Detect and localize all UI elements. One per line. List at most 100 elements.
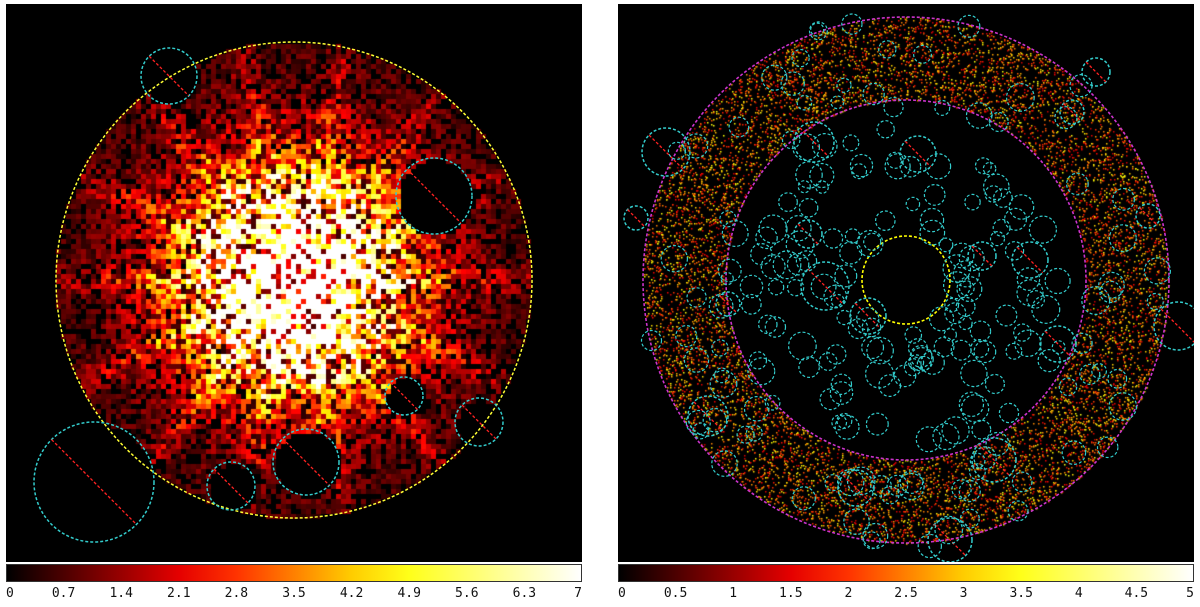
right-excluded-source-87 <box>685 409 711 436</box>
right-excluded-source-119 <box>675 325 698 348</box>
right-excluded-source-67 <box>778 192 798 213</box>
right-excluded-source-85 <box>970 339 990 359</box>
right-excluded-source-64 <box>1071 332 1093 354</box>
right-panel-tick-8: 4 <box>1074 586 1083 601</box>
left-panel-tick-7: 4.9 <box>397 586 421 601</box>
right-excluded-source-111 <box>796 94 813 111</box>
right-excluded-source-122 <box>938 237 954 253</box>
right-excluded-source-136 <box>959 508 980 529</box>
right-excluded-source-177 <box>808 21 828 41</box>
right-excluded-source-174 <box>958 479 981 503</box>
left-excluded-source-1 <box>395 157 473 235</box>
left-panel-tick-6: 4.2 <box>339 586 364 601</box>
right-excluded-source-large-16 <box>715 291 741 317</box>
right-excluded-source-154 <box>745 424 763 442</box>
right-excluded-source-102 <box>711 339 729 357</box>
right-excluded-source-54 <box>1096 436 1119 459</box>
right-excluded-source-82 <box>985 431 1010 456</box>
right-image <box>618 4 1194 562</box>
left-image <box>6 4 582 562</box>
right-excluded-source-133 <box>943 271 972 300</box>
right-excluded-source-192 <box>899 470 924 494</box>
left-excluded-source-4 <box>272 428 340 496</box>
right-excluded-source-118 <box>767 279 785 296</box>
right-excluded-source-large-4 <box>1059 99 1085 125</box>
right-excluded-source-20 <box>916 355 932 371</box>
right-exclusion-slash-14 <box>1139 207 1157 225</box>
right-panel-tick-5: 2.5 <box>894 586 918 601</box>
right-excluded-source-44 <box>958 245 985 272</box>
right-panel-tick-3: 1.5 <box>779 586 803 601</box>
right-excluded-source-large-7 <box>849 297 887 335</box>
right-excluded-source-70 <box>830 293 845 308</box>
right-excluded-source-51 <box>952 260 980 288</box>
right-excluded-source-33 <box>1006 82 1035 112</box>
right-exclusion-slash-7 <box>854 302 882 330</box>
right-excluded-source-180 <box>955 296 976 317</box>
right-excluded-source-116 <box>792 133 821 162</box>
right-panel-tick-7: 3.5 <box>1009 586 1033 601</box>
right-excluded-source-131 <box>713 367 730 384</box>
left-panel-tick-8: 5.6 <box>455 586 479 601</box>
right-excluded-source-15 <box>1014 329 1042 357</box>
left-exclusion-slash-5 <box>213 468 249 504</box>
right-excluded-source-203 <box>764 394 781 411</box>
right-excluded-source-171 <box>971 419 992 440</box>
left-panel-tick-3: 2.1 <box>167 586 191 601</box>
right-excluded-source-large-14 <box>1135 203 1161 229</box>
right-excluded-source-152 <box>974 157 992 175</box>
right-excluded-source-9 <box>719 210 737 228</box>
right-colorbar <box>618 564 1194 582</box>
right-excluded-source-176 <box>844 228 861 244</box>
right-excluded-source-124 <box>755 226 778 250</box>
left-excluded-source-6 <box>33 421 155 543</box>
right-excluded-source-172 <box>711 450 738 477</box>
right-excluded-source-4 <box>861 336 885 360</box>
right-excluded-source-186 <box>941 416 970 445</box>
right-excluded-source-143 <box>1031 294 1061 324</box>
right-excluded-source-117 <box>984 185 1003 203</box>
left-exclusion-slash-6 <box>51 439 137 525</box>
right-excluded-source-60 <box>874 210 896 231</box>
right-excluded-source-10 <box>760 254 786 280</box>
right-excluded-source-12 <box>747 357 776 386</box>
right-excluded-source-147 <box>683 133 709 159</box>
right-excluded-source-91 <box>925 153 952 180</box>
right-excluded-source-163 <box>812 133 838 159</box>
right-exclusion-slash-15 <box>627 209 645 227</box>
right-excluded-source-138 <box>780 71 805 96</box>
right-excluded-source-large-6 <box>800 261 850 311</box>
right-excluded-source-106 <box>831 414 848 431</box>
right-exclusion-slash-6 <box>807 268 843 304</box>
right-excluded-source-103 <box>1005 342 1023 360</box>
right-exclusion-slash-2 <box>904 140 932 168</box>
right-excluded-source-16 <box>934 99 951 116</box>
right-excluded-source-104 <box>824 474 842 492</box>
right-excluded-source-94 <box>1107 368 1128 389</box>
right-panel-tick-6: 3 <box>959 586 968 601</box>
right-exclusion-slash-1 <box>799 127 829 157</box>
right-excluded-source-201 <box>1108 224 1137 253</box>
right-excluded-source-208 <box>855 307 880 331</box>
right-excluded-source-191 <box>883 96 904 118</box>
right-excluded-source-113 <box>1044 267 1071 295</box>
right-excluded-source-198 <box>849 153 874 178</box>
right-excluded-source-89 <box>1004 207 1028 231</box>
right-excluded-source-99 <box>1051 340 1066 355</box>
right-excluded-source-59 <box>917 533 942 559</box>
right-excluded-source-17 <box>843 508 870 535</box>
right-excluded-source-109 <box>1066 172 1089 196</box>
right-excluded-source-157 <box>822 228 844 249</box>
right-excluded-source-189 <box>919 219 946 246</box>
right-excluded-source-71 <box>958 280 975 297</box>
right-excluded-source-187 <box>876 120 895 139</box>
right-central-region <box>861 235 951 325</box>
right-excluded-source-50 <box>905 196 921 212</box>
right-excluded-source-114 <box>839 241 863 265</box>
right-exclusion-slash-11 <box>693 401 723 431</box>
right-excluded-source-167 <box>720 271 734 286</box>
right-excluded-source-47 <box>709 369 738 398</box>
right-excluded-source-123 <box>842 134 860 152</box>
right-excluded-source-100 <box>973 446 997 470</box>
left-region-boundary <box>55 41 533 519</box>
